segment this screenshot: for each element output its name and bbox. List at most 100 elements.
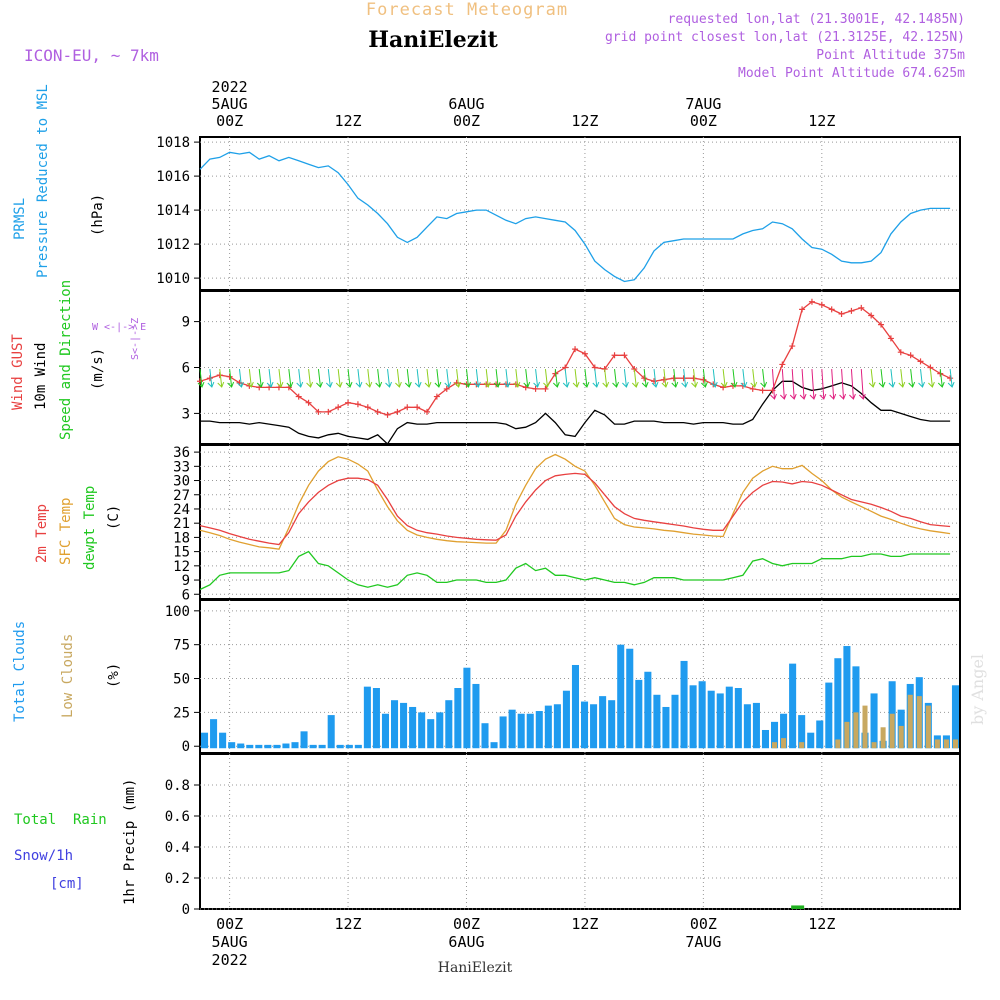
wind-arrow (730, 368, 738, 388)
precip-axis-labels: Total Rain Snow/1h [cm] 1hr Precip (mm) (14, 779, 138, 905)
pressure-axis-labels: PRMSL Pressure Reduced to MSL (hPa) (12, 84, 106, 278)
total-cloud-bar (834, 658, 842, 749)
y-tick-label: 50 (173, 672, 190, 688)
gust-marker (907, 352, 914, 359)
wind-arrow (414, 368, 422, 388)
gust-marker (660, 376, 667, 383)
wind-arrow (266, 368, 274, 388)
y-tick-label: 0 (182, 739, 190, 755)
top-time-label: 00Z (690, 112, 717, 130)
total-cloud-bar (562, 690, 570, 749)
wind-arrow (533, 368, 541, 388)
gust-marker (759, 387, 766, 394)
temp-unit-label: (C) (106, 505, 122, 530)
plot-panels: 1010101210141016101836969121518212427303… (156, 78, 961, 969)
gust-marker (364, 404, 371, 411)
total-cloud-bar (707, 690, 715, 749)
total-cloud-bar (599, 696, 607, 749)
bottom-time-label: 5AUG (212, 933, 248, 951)
gridpoint-coords: grid point closest lon,lat (21.3125E, 42… (605, 30, 965, 45)
dewpt-line (199, 550, 951, 591)
wind-arrow (779, 368, 787, 400)
wind-arrow (207, 368, 215, 388)
wind-arrow (918, 368, 925, 388)
gust-marker (641, 375, 648, 382)
y-tick-label: 0.6 (165, 809, 190, 825)
y-tick-label: 18 (173, 530, 190, 546)
y-tick-label: 6 (182, 587, 190, 603)
temp-axis-labels: 2m Temp SFC Temp dewpt Temp (C) (34, 486, 122, 570)
wind-arrow (681, 368, 689, 388)
total-cloud-bar (228, 742, 236, 749)
wind-speed-dir-label: Speed and Direction (58, 280, 74, 440)
total-cloud-bar (807, 732, 815, 749)
precip-unit-label: 1hr Precip (mm) (122, 779, 138, 905)
wind-arrow (365, 368, 373, 388)
gust-marker (868, 312, 875, 319)
wind-arrow (750, 368, 758, 388)
wind-arrow (928, 368, 935, 388)
total-cloud-bar (445, 700, 453, 749)
total-cloud-bar (743, 704, 751, 749)
total-cloud-bar (816, 720, 824, 749)
dewpt-label: dewpt Temp (82, 486, 98, 570)
gust-marker (325, 408, 332, 415)
y-tick-label: 15 (173, 545, 190, 561)
total-cloud-bar (300, 731, 308, 749)
total-cloud-bar (671, 694, 679, 749)
wind-arrow (424, 368, 432, 388)
total-cloud-bar (644, 671, 652, 749)
y-tick-label: 21 (173, 516, 190, 532)
wind-arrow (937, 368, 945, 388)
gust-marker (789, 343, 796, 350)
total-cloud-bar (499, 716, 507, 749)
y-tick-label: 25 (173, 705, 190, 721)
gust-marker (542, 385, 549, 392)
bottom-time-label: 6AUG (448, 933, 484, 951)
y-tick-label: 1016 (156, 169, 190, 185)
wind-arrow (641, 368, 649, 388)
low-cloud-bar (916, 696, 922, 749)
snow-label: Snow/1h (14, 848, 73, 864)
wind-arrow (789, 368, 797, 400)
total-cloud-bar (219, 732, 227, 749)
gust-marker (621, 352, 628, 359)
total-cloud-bar (680, 660, 688, 749)
gust-marker (443, 385, 450, 392)
wind-arrow (710, 368, 718, 388)
wind-arrow (454, 368, 462, 388)
total-cloud-bar (481, 723, 489, 749)
wind-arrow (799, 368, 807, 400)
gust-marker (828, 306, 835, 313)
gust-marker (354, 401, 361, 408)
total-cloud-bar (698, 681, 706, 749)
wind-arrow (227, 368, 235, 388)
low-cloud-bar (871, 742, 877, 749)
chart-title: Forecast Meteogram (366, 0, 568, 20)
wind-arrow (217, 368, 225, 388)
total-cloud-bar (264, 744, 272, 749)
wind-arrow (493, 368, 501, 388)
y-tick-label: 0.2 (165, 871, 190, 887)
total-cloud-bar (870, 693, 878, 749)
wind-10m-label: 10m Wind (33, 343, 49, 410)
wind-axis-labels: Wind GUST 10m Wind Speed and Direction (… (10, 280, 146, 440)
wind-arrow (523, 368, 531, 388)
gust-marker (404, 404, 411, 411)
total-cloud-bar (535, 711, 543, 749)
point-altitude: Point Altitude 375m (816, 48, 965, 63)
wind-arrow (760, 368, 768, 388)
wind-arrow (464, 368, 471, 388)
total-cloud-bar (318, 744, 326, 749)
bottom-time-label: 00Z (690, 915, 717, 933)
low-cloud-bar (880, 727, 886, 749)
gust-marker (295, 393, 302, 400)
wind-arrow (612, 368, 620, 388)
y-tick-label: 0.8 (165, 778, 190, 794)
wind-arrow (582, 368, 590, 388)
wind-arrow (740, 368, 748, 388)
wind-arrow (335, 368, 343, 388)
wind-arrow (296, 368, 304, 388)
wind-arrow (858, 368, 866, 400)
